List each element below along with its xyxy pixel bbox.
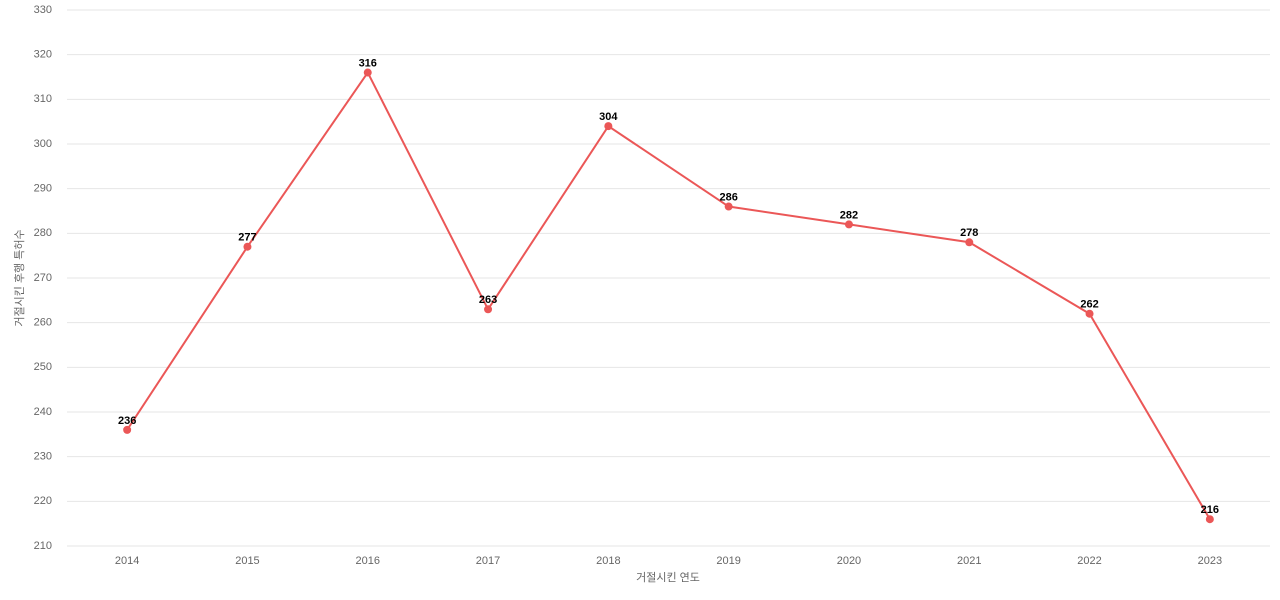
x-tick-label: 2019 (716, 555, 740, 567)
point (484, 305, 493, 314)
x-tick-label: 2020 (837, 555, 861, 567)
x-tick-label: 2023 (1198, 555, 1222, 567)
y-tick-label: 320 (34, 49, 52, 61)
x-tick-label: 2018 (596, 555, 620, 567)
x-tick-label: 2021 (957, 555, 981, 567)
y-tick-label: 230 (34, 451, 52, 463)
data-label: 304 (599, 111, 618, 123)
data-label: 236 (118, 415, 136, 427)
data-label: 216 (1201, 504, 1219, 516)
data-label: 277 (238, 232, 256, 244)
data-label: 263 (479, 294, 497, 306)
y-tick-label: 240 (34, 406, 52, 418)
x-tick-label: 2016 (356, 555, 380, 567)
y-tick-label: 270 (34, 272, 52, 284)
y-tick-label: 210 (34, 540, 52, 552)
data-label: 286 (719, 191, 737, 203)
y-tick-label: 290 (34, 183, 52, 195)
data-label: 316 (359, 57, 377, 69)
y-tick-label: 220 (34, 495, 52, 507)
x-axis-label: 거절시킨 연도 (636, 571, 700, 584)
point (844, 220, 853, 229)
y-tick-label: 310 (34, 93, 52, 105)
y-tick-label: 260 (34, 317, 52, 329)
y-tick-label: 330 (34, 4, 52, 16)
x-tick-label: 2014 (115, 555, 139, 567)
point (965, 238, 974, 247)
point (724, 202, 733, 211)
y-tick-label: 300 (34, 138, 52, 150)
data-label: 282 (840, 209, 858, 221)
point (363, 68, 372, 77)
x-tick-label: 2015 (235, 555, 259, 567)
point (604, 122, 613, 131)
x-tick-label: 2017 (476, 555, 500, 567)
line (126, 70, 1211, 520)
point (1085, 309, 1094, 318)
y-tick-label: 280 (34, 227, 52, 239)
point (243, 242, 252, 251)
y-tick-label: 250 (34, 361, 52, 373)
data-label: 262 (1080, 299, 1098, 311)
point (123, 425, 132, 434)
y-axis-label: 거절시킨 후행 특허수 (13, 229, 26, 326)
x-tick-label: 2022 (1077, 555, 1101, 567)
point (1205, 515, 1214, 524)
data-label: 278 (960, 227, 978, 239)
